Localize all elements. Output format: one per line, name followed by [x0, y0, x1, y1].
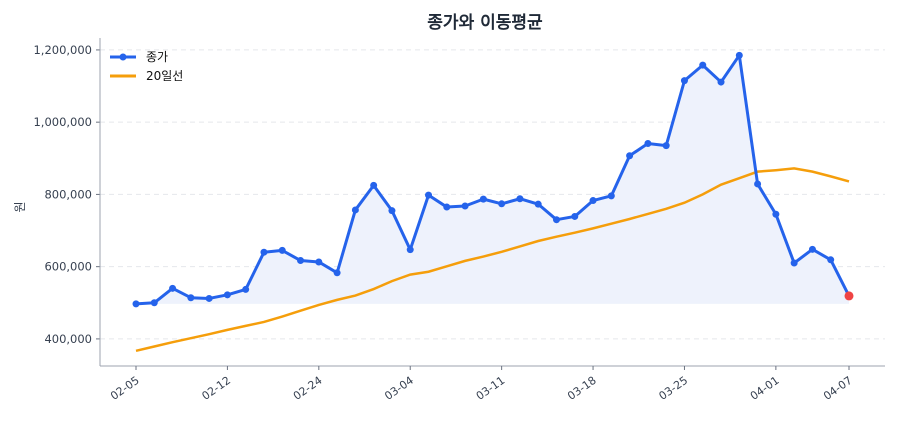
legend: 종가 20일선 [110, 50, 183, 83]
close-point [552, 216, 560, 224]
close-point [333, 269, 341, 277]
y-tick-label: 400,000 [44, 332, 92, 346]
x-tick-label: 02-05 [108, 374, 142, 403]
close-point [388, 207, 396, 215]
y-axis-label: 원 [13, 201, 27, 212]
close-point [278, 246, 286, 254]
x-tick-label: 04-01 [748, 374, 782, 403]
close-point [735, 51, 743, 59]
y-tick-label: 1,200,000 [33, 43, 92, 57]
close-point [754, 180, 762, 188]
close-point [315, 258, 323, 266]
chart-title: 종가와 이동평균 [427, 13, 543, 33]
close-point [443, 203, 451, 211]
close-point [644, 139, 652, 147]
close-point [772, 210, 780, 218]
close-point [479, 195, 487, 203]
legend-marker-close [119, 53, 127, 61]
x-tick-label: 03-11 [474, 374, 508, 403]
close-point [589, 197, 597, 205]
x-tick-label: 02-24 [291, 374, 325, 403]
close-point [425, 191, 433, 199]
legend-label-ma20: 20일선 [146, 69, 183, 83]
close-point [626, 152, 634, 160]
x-tick-label: 03-18 [565, 374, 599, 403]
close-point [260, 248, 268, 256]
close-point [205, 294, 213, 302]
close-point [607, 192, 615, 200]
y-tick-label: 1,000,000 [33, 115, 92, 129]
close-area-fill [136, 55, 849, 304]
close-point [571, 212, 579, 220]
close-point [169, 284, 177, 292]
close-point [717, 78, 725, 86]
close-point [242, 285, 250, 293]
close-point [808, 245, 816, 253]
x-tick-label: 04-07 [821, 374, 855, 403]
y-tick-label: 600,000 [44, 260, 92, 274]
last-close-point [844, 291, 854, 301]
legend-label-close: 종가 [146, 50, 168, 64]
close-point [351, 206, 359, 214]
close-point [662, 142, 670, 150]
close-point [680, 77, 688, 85]
close-point [150, 299, 158, 307]
plot-marks [132, 51, 854, 353]
close-point [827, 256, 835, 264]
close-line [135, 53, 851, 306]
grid [100, 49, 885, 340]
x-tick-label: 03-04 [382, 374, 416, 403]
close-point [370, 181, 378, 189]
close-point [498, 200, 506, 208]
close-point [790, 259, 798, 267]
y-tick-label: 800,000 [44, 187, 92, 201]
close-point [406, 246, 414, 254]
close-point [534, 200, 542, 208]
close-point [297, 257, 305, 265]
close-point [187, 294, 195, 302]
x-tick-label: 03-25 [657, 374, 691, 403]
close-point [461, 202, 469, 210]
ma20-line [135, 167, 850, 353]
close-point [132, 300, 140, 308]
x-tick-label: 02-12 [199, 374, 233, 403]
close-point [699, 61, 707, 69]
close-point [223, 291, 231, 299]
close-point [516, 195, 524, 203]
